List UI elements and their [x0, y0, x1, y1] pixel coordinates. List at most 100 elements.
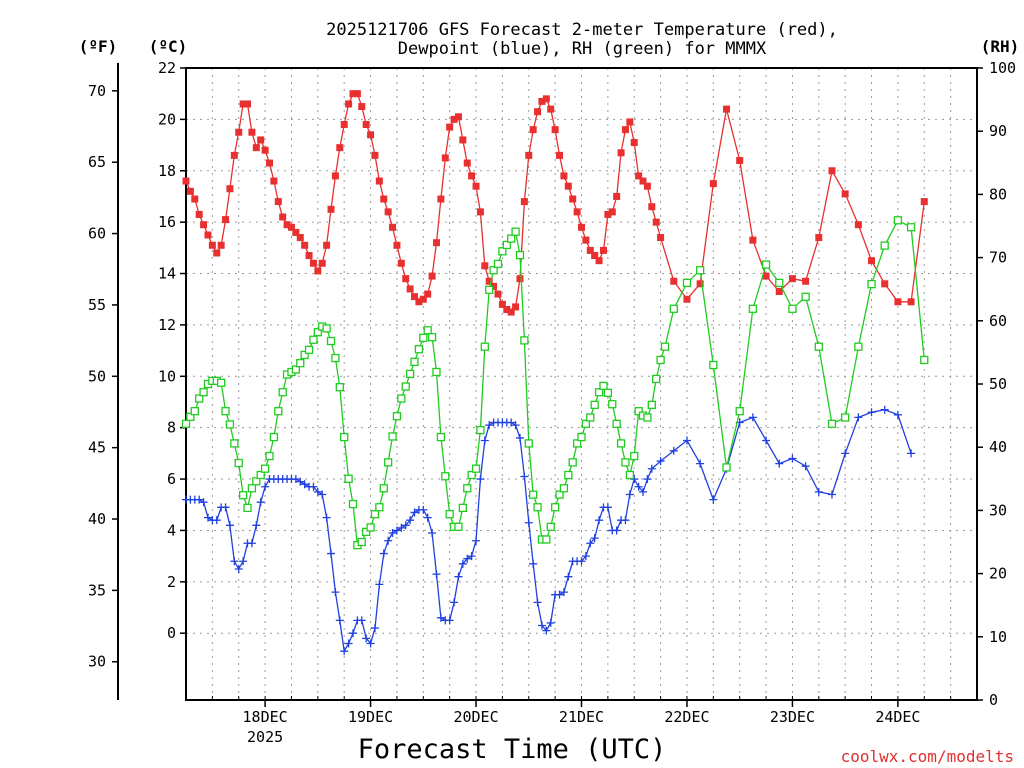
rh-marker [423, 326, 432, 335]
temperature-marker [248, 128, 256, 136]
temperature-marker [881, 280, 889, 288]
dewpoint-marker [682, 436, 691, 445]
temperature-marker [257, 136, 265, 144]
temperature-marker [358, 103, 366, 111]
dewpoint-marker [507, 418, 516, 427]
rh-marker [375, 503, 384, 512]
temperature-marker [204, 231, 212, 239]
temperature-marker [542, 95, 550, 103]
rh-marker [533, 503, 542, 512]
temperature-marker [283, 221, 291, 229]
rh-marker [880, 241, 889, 250]
rh-marker [265, 451, 274, 461]
dewpoint-marker [445, 616, 454, 625]
rh-marker [524, 439, 533, 448]
temperature-marker [367, 131, 375, 139]
dewpoint-marker [709, 495, 718, 504]
temperature-marker [208, 241, 216, 249]
dewpoint-marker [212, 516, 221, 525]
temperature-marker [389, 223, 397, 231]
temperature-marker [736, 156, 744, 164]
rh-tick-label: 60 [989, 312, 1007, 330]
celsius-tick-label: 20 [158, 110, 176, 128]
dewpoint-marker [893, 410, 902, 419]
rh-marker [269, 432, 279, 442]
celsius-tick-label: 22 [158, 59, 176, 77]
rh-marker [414, 345, 424, 354]
temperature-marker [345, 100, 353, 108]
dewpoint-marker [392, 526, 401, 535]
dewpoint-marker [225, 521, 234, 530]
fahrenheit-tick-label: 70 [88, 82, 106, 100]
rh-marker [630, 451, 639, 461]
temperature-marker [534, 108, 542, 116]
rh-marker [498, 247, 507, 256]
rh-marker [590, 400, 599, 410]
rh-marker [656, 355, 665, 365]
dewpoint-marker [634, 482, 643, 491]
rh-marker [256, 470, 265, 480]
dewpoint-marker [458, 559, 467, 568]
chart-title-line-2: Dewpoint (blue), RH (green) for MMMX [398, 39, 767, 59]
dewpoint-marker [639, 487, 648, 496]
rh-marker [507, 234, 516, 243]
rh-marker [608, 400, 617, 409]
temperature-marker [287, 223, 295, 231]
celsius-tick-label: 10 [158, 367, 176, 385]
dewpoint-marker [515, 433, 524, 442]
rh-marker [669, 304, 678, 313]
rh-marker [476, 425, 485, 435]
fahrenheit-tick-label: 45 [88, 439, 106, 457]
rh-marker [841, 413, 850, 422]
temperature-marker [270, 177, 278, 185]
rh-marker [234, 458, 243, 468]
dewpoint-marker [480, 436, 489, 445]
dewpoint-marker [318, 490, 327, 499]
temperature-marker [525, 151, 533, 159]
temperature-marker [213, 249, 221, 257]
rh-marker [427, 333, 437, 342]
rh-marker [775, 278, 784, 288]
dewpoint-marker [524, 518, 533, 527]
series-line [185, 219, 925, 547]
rh-marker [827, 419, 837, 428]
rh-marker [467, 470, 476, 480]
temperature-marker [472, 182, 480, 190]
rh-marker [432, 367, 441, 377]
dewpoint-marker [401, 521, 410, 530]
temperature-marker [920, 198, 928, 206]
dewpoint-marker [625, 490, 634, 499]
celsius-tick-label: 4 [167, 521, 176, 539]
temperature-marker [252, 144, 260, 152]
temperature-marker [222, 216, 230, 224]
temperature-marker [586, 246, 594, 254]
temperature-marker [608, 208, 616, 216]
temperature-marker [200, 221, 208, 229]
dewpoint-marker [559, 588, 568, 597]
rh-marker [225, 420, 235, 429]
rh-marker [906, 223, 916, 232]
rh-tick-label: 40 [989, 438, 1007, 456]
temperature-marker [621, 126, 629, 134]
dewpoint-marker [436, 613, 445, 622]
dewpoint-marker [256, 498, 265, 507]
temperature-marker [459, 136, 467, 144]
rh-marker [370, 510, 380, 519]
rh-marker [463, 484, 472, 493]
rh-marker [920, 355, 929, 365]
rh-marker [568, 458, 577, 467]
temperature-marker [296, 234, 304, 242]
temperature-marker [261, 146, 269, 154]
temperature-marker [393, 241, 401, 249]
rh-marker [304, 345, 314, 355]
rh-marker [441, 472, 450, 481]
fahrenheit-tick-label: 35 [88, 581, 106, 599]
rh-marker [485, 285, 494, 294]
rh-marker [801, 292, 810, 301]
temperature-marker [292, 228, 300, 236]
dewpoint-marker [230, 557, 239, 566]
temperature-marker [648, 203, 656, 211]
rh-marker [296, 358, 305, 368]
x-tick-label: 19DEC [348, 708, 393, 726]
